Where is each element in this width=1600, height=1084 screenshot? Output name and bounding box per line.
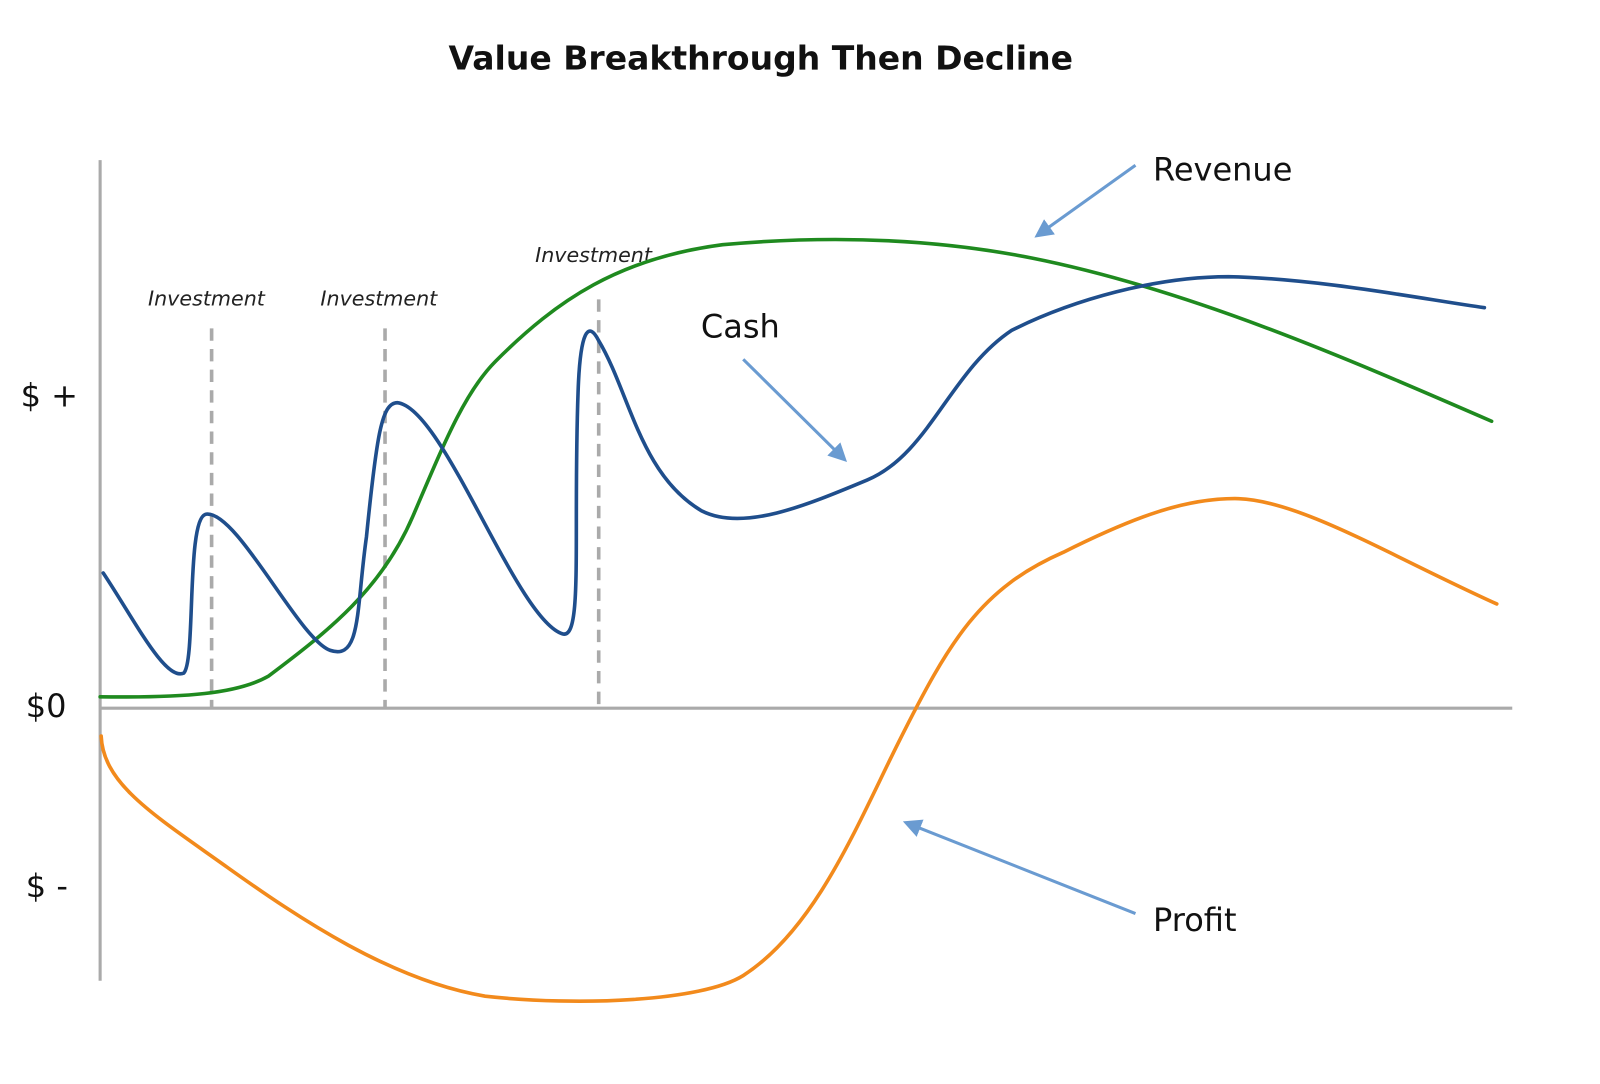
pointer-arrow <box>1034 163 1137 238</box>
cash-curve <box>101 274 1487 676</box>
pointer-arrow <box>742 358 848 463</box>
investment-label: Investment <box>320 286 438 310</box>
investment-label: Investment <box>148 286 266 310</box>
curve-label: Cash <box>701 307 780 345</box>
axis-label: $0 <box>26 687 67 725</box>
profit-curve <box>99 496 1499 1003</box>
axis-label: $ + <box>21 376 78 414</box>
title: Value Breakthrough Then Decline <box>449 38 1074 77</box>
curve-label: Profit <box>1153 901 1236 939</box>
revenue-curve <box>98 237 1494 699</box>
axis-label: $ - <box>26 867 68 905</box>
curve-label: Revenue <box>1153 150 1292 188</box>
investment-label: Investment <box>535 243 653 267</box>
pointer-arrow <box>902 819 1137 916</box>
